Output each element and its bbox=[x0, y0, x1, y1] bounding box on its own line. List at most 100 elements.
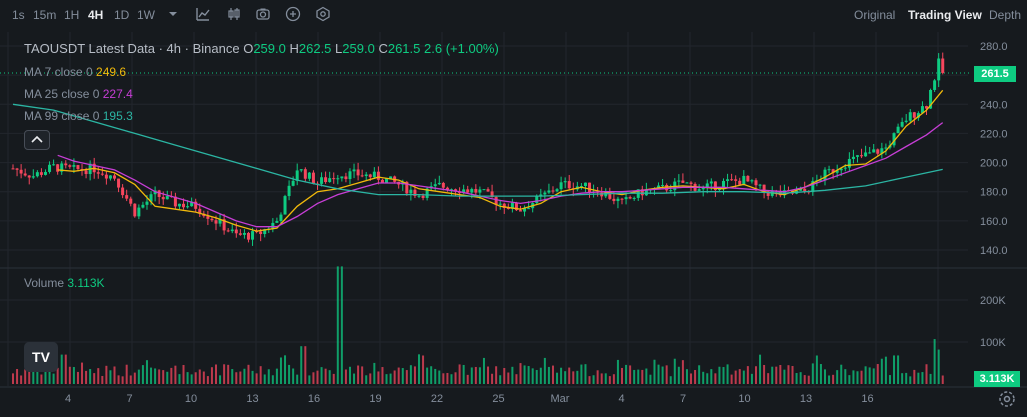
price-tick-label: 240.0 bbox=[980, 99, 1008, 111]
candle-body bbox=[929, 89, 933, 109]
candle-body bbox=[380, 179, 384, 183]
candle-body bbox=[811, 181, 815, 193]
volume-bar bbox=[795, 373, 798, 384]
candle-body bbox=[56, 164, 60, 172]
candle-body bbox=[389, 176, 393, 179]
interval-1d[interactable]: 1D bbox=[114, 8, 130, 22]
candle-body bbox=[368, 174, 372, 178]
volume-bar bbox=[231, 369, 234, 384]
candle-body bbox=[502, 203, 506, 209]
volume-bar bbox=[247, 364, 250, 384]
candles-icon[interactable] bbox=[226, 6, 242, 22]
gear-icon[interactable] bbox=[994, 386, 1020, 412]
volume-bar bbox=[89, 369, 92, 384]
volume-bar bbox=[109, 370, 112, 384]
candle-body bbox=[35, 172, 39, 177]
volume-bar bbox=[300, 346, 303, 384]
candle-body bbox=[246, 232, 250, 240]
volume-bar bbox=[523, 365, 526, 384]
volume-bar bbox=[811, 363, 814, 384]
volume-bar bbox=[694, 370, 697, 384]
volume-bar bbox=[649, 374, 652, 384]
volume-bar bbox=[357, 365, 360, 384]
price-chart[interactable]: 280.0260.0240.0220.0200.0180.0160.0140.0… bbox=[0, 30, 1027, 417]
legend-collapse-button[interactable] bbox=[24, 130, 50, 150]
candle-body bbox=[677, 180, 681, 182]
candle-body bbox=[96, 172, 100, 174]
volume-bar bbox=[925, 364, 928, 384]
candle-body bbox=[665, 185, 669, 191]
candle-body bbox=[336, 178, 340, 180]
volume-bar bbox=[470, 367, 473, 384]
camera-icon[interactable] bbox=[255, 6, 271, 22]
candle-body bbox=[547, 190, 551, 193]
candle-body bbox=[567, 181, 571, 189]
view-original[interactable]: Original bbox=[854, 8, 896, 22]
interval-4h[interactable]: 4H bbox=[88, 8, 104, 22]
view-depth[interactable]: Depth bbox=[989, 8, 1022, 22]
chevron-down-icon[interactable] bbox=[168, 10, 178, 18]
candle-body bbox=[579, 186, 583, 188]
interval-15m[interactable]: 15m bbox=[33, 8, 57, 22]
candle-body bbox=[186, 206, 190, 208]
candle-body bbox=[543, 192, 547, 195]
candle-body bbox=[912, 112, 916, 118]
candle-body bbox=[535, 195, 539, 204]
volume-bar bbox=[921, 372, 924, 384]
volume-bar bbox=[507, 372, 510, 384]
interval-1s[interactable]: 1s bbox=[12, 8, 25, 22]
candle-body bbox=[620, 198, 624, 200]
candle-body bbox=[214, 220, 218, 224]
candle-body bbox=[762, 184, 766, 193]
volume-bar bbox=[832, 374, 835, 384]
candle-body bbox=[76, 165, 80, 170]
time-tick-label: 7 bbox=[680, 393, 686, 405]
time-tick-label: Mar bbox=[551, 393, 570, 405]
candle-body bbox=[697, 189, 701, 191]
volume-bar bbox=[426, 367, 429, 384]
volume-value: 3.113K bbox=[67, 276, 105, 290]
volume-bar bbox=[56, 367, 59, 384]
volume-bar bbox=[568, 367, 571, 384]
candle-body bbox=[470, 188, 474, 193]
candle-body bbox=[287, 185, 291, 197]
candle-body bbox=[616, 198, 620, 202]
volume-bar bbox=[941, 375, 944, 384]
volume-bar bbox=[718, 366, 721, 384]
volume-bar bbox=[888, 375, 891, 384]
volume-bar bbox=[499, 375, 502, 384]
candle-body bbox=[279, 214, 283, 221]
candle-body bbox=[661, 185, 665, 187]
candle-body bbox=[519, 210, 522, 212]
plus-icon[interactable] bbox=[285, 6, 301, 22]
volume-bar bbox=[36, 364, 39, 384]
volume-bar bbox=[422, 355, 425, 384]
chevron-up-icon bbox=[31, 135, 43, 143]
volume-bar bbox=[76, 371, 79, 384]
volume-bar bbox=[255, 373, 258, 384]
low-value: 259.0 bbox=[342, 41, 375, 56]
volume-bar bbox=[93, 373, 96, 384]
view-trading-view[interactable]: Trading View bbox=[908, 8, 982, 22]
candle-body bbox=[133, 203, 137, 217]
volume-bar bbox=[840, 364, 843, 384]
volume-bar bbox=[466, 374, 469, 384]
candle-body bbox=[766, 192, 770, 196]
interval-1h[interactable]: 1H bbox=[64, 8, 80, 22]
candle-body bbox=[896, 126, 900, 134]
price-tick-label: 220.0 bbox=[980, 128, 1008, 140]
volume-bar bbox=[836, 370, 839, 384]
interval-1w[interactable]: 1W bbox=[137, 8, 155, 22]
volume-bar bbox=[608, 376, 611, 384]
volume-bar bbox=[872, 368, 875, 384]
candle-body bbox=[498, 203, 502, 205]
settings-hex-icon[interactable] bbox=[315, 6, 331, 22]
legend-title-row: TAOUSDT Latest Data · 4h · Binance O259.… bbox=[24, 41, 499, 56]
candle-body bbox=[206, 216, 210, 219]
candle-body bbox=[129, 198, 133, 204]
candle-body bbox=[198, 208, 202, 214]
candle-body bbox=[722, 180, 725, 189]
volume-bar bbox=[219, 375, 222, 384]
line-chart-icon[interactable] bbox=[195, 6, 211, 22]
candle-body bbox=[709, 181, 713, 184]
